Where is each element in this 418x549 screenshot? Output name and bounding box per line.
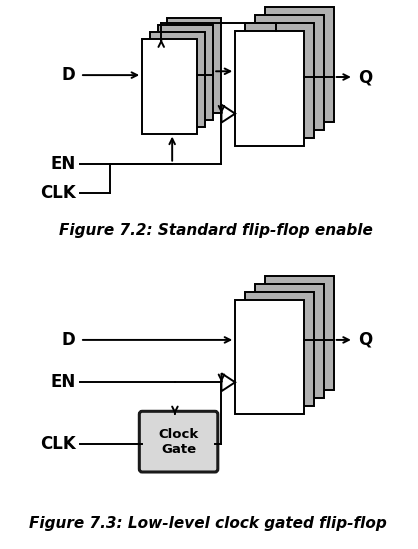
Bar <box>255 284 324 399</box>
Bar <box>158 25 213 120</box>
Bar <box>150 32 205 127</box>
Bar <box>235 31 303 145</box>
Bar <box>167 18 222 113</box>
Bar <box>255 15 324 130</box>
Text: Clock
Gate: Clock Gate <box>158 428 199 456</box>
Text: Q: Q <box>358 68 372 86</box>
Bar <box>235 300 303 414</box>
Bar <box>245 23 314 138</box>
Bar <box>265 7 334 122</box>
Bar <box>245 292 314 406</box>
Text: D: D <box>62 331 76 349</box>
Text: Figure 7.3: Low-level clock gated flip-flop: Figure 7.3: Low-level clock gated flip-f… <box>29 516 387 531</box>
Text: CLK: CLK <box>40 184 76 203</box>
Bar <box>142 39 197 134</box>
Text: Q: Q <box>358 331 372 349</box>
FancyBboxPatch shape <box>139 411 218 472</box>
Text: Figure 7.2: Standard flip-flop enable: Figure 7.2: Standard flip-flop enable <box>59 223 373 238</box>
Text: EN: EN <box>50 373 76 391</box>
Text: CLK: CLK <box>40 435 76 453</box>
Text: EN: EN <box>50 155 76 172</box>
Text: D: D <box>62 66 76 84</box>
Bar <box>265 276 334 390</box>
